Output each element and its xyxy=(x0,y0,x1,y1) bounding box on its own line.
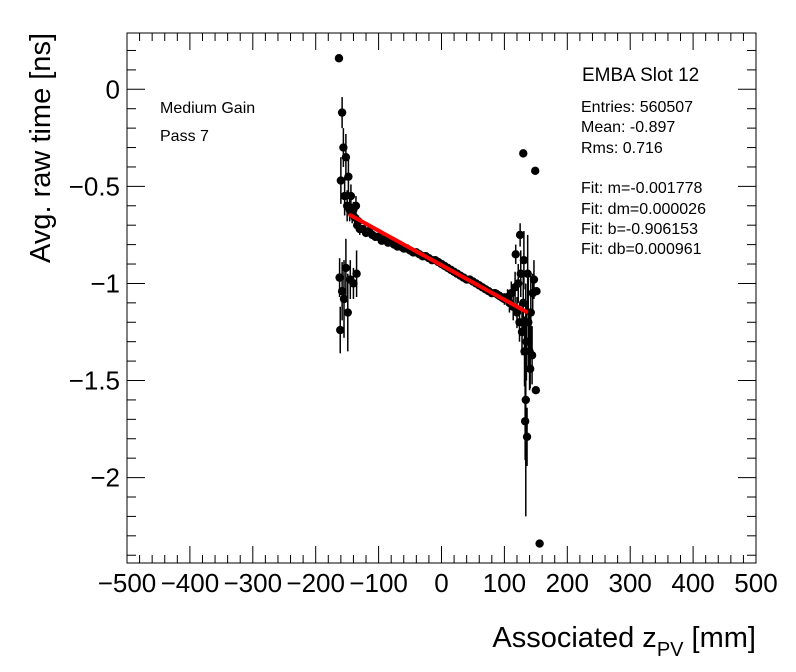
x-tick-label: −400 xyxy=(161,568,220,598)
data-point xyxy=(336,176,346,185)
stats-mean: Mean: -0.897 xyxy=(581,119,675,136)
data-point xyxy=(520,417,530,426)
stats-rms: Rms: 0.716 xyxy=(581,140,663,157)
data-point xyxy=(531,166,540,176)
fit-line xyxy=(348,213,529,314)
stats-title: EMBA Slot 12 xyxy=(582,65,699,86)
data-point xyxy=(531,386,541,395)
y-tick-label: 0 xyxy=(106,74,120,104)
data-point xyxy=(511,250,520,259)
data-point xyxy=(522,432,532,442)
x-tick-label: −300 xyxy=(224,568,283,598)
data-point xyxy=(343,308,352,317)
data-point xyxy=(352,269,361,278)
x-tick-label: 200 xyxy=(546,568,589,598)
fit-m: Fit: m=-0.001778 xyxy=(581,180,703,197)
data-point xyxy=(512,308,522,317)
x-tick-label: −200 xyxy=(286,568,345,598)
y-tick-label: −1.5 xyxy=(69,366,120,396)
data-point xyxy=(515,318,524,327)
data-point xyxy=(519,298,528,308)
annotation-gain: Medium Gain xyxy=(160,100,255,117)
error-bars xyxy=(338,97,535,517)
data-point xyxy=(349,279,358,288)
y-tick-label: −0.5 xyxy=(69,171,120,201)
data-point xyxy=(522,337,531,346)
data-point xyxy=(339,143,348,152)
data-point xyxy=(532,287,541,296)
data-point xyxy=(346,191,356,201)
data-point xyxy=(517,327,527,337)
data-point xyxy=(351,201,361,210)
data-point xyxy=(335,273,344,282)
x-tick-label: 500 xyxy=(734,568,777,598)
x-tick-label: 0 xyxy=(434,568,448,598)
data-point xyxy=(525,364,535,374)
data-point xyxy=(340,191,349,201)
fit-dm: Fit: dm=0.000026 xyxy=(581,201,706,218)
x-tick-label: 100 xyxy=(483,568,526,598)
x-tick-label: −500 xyxy=(98,568,157,598)
data-point xyxy=(341,263,351,273)
x-tick-label: 400 xyxy=(671,568,714,598)
data-point xyxy=(519,255,529,265)
x-axis-title-unit: [mm] xyxy=(684,622,757,654)
y-tick-label: −2 xyxy=(90,463,120,493)
data-points xyxy=(334,54,544,548)
stats-box: EMBA Slot 12 Entries: 560507 Mean: -0.89… xyxy=(581,65,706,258)
data-point xyxy=(523,269,532,278)
data-point xyxy=(527,351,537,360)
data-point xyxy=(519,149,528,158)
annotation-pass: Pass 7 xyxy=(160,128,209,145)
axis-ticks xyxy=(126,33,757,563)
x-tick-label: 300 xyxy=(609,568,652,598)
fit-db: Fit: db=0.000961 xyxy=(581,241,702,258)
data-point xyxy=(524,318,533,327)
data-point xyxy=(337,287,347,296)
data-point xyxy=(529,275,539,284)
data-point xyxy=(334,54,344,63)
data-point xyxy=(516,269,525,278)
data-point xyxy=(341,153,351,162)
data-point xyxy=(521,395,530,405)
data-point xyxy=(336,325,345,335)
x-axis-title: Associated zPV [mm] xyxy=(492,622,756,661)
x-tick-label: −100 xyxy=(349,568,408,598)
data-point xyxy=(337,108,347,117)
data-point xyxy=(515,230,525,240)
data-point xyxy=(344,172,353,181)
fit-b: Fit: b=-0.906153 xyxy=(581,221,698,238)
x-axis-title-subscript: PV xyxy=(657,639,684,661)
tick-labels: −500 −400 −300 −200 −100 0 100 200 300 400 500 0 −0.… xyxy=(69,74,778,598)
x-axis-title-main: Associated z xyxy=(492,622,656,654)
y-tick-label: −1 xyxy=(90,268,120,298)
data-point xyxy=(514,279,523,288)
y-axis-title: Avg. raw time [ns] xyxy=(25,33,57,263)
data-point xyxy=(339,294,349,304)
data-point xyxy=(526,308,536,317)
data-point xyxy=(535,539,544,548)
stats-entries: Entries: 560507 xyxy=(581,99,693,116)
fit-line-group xyxy=(348,213,529,314)
